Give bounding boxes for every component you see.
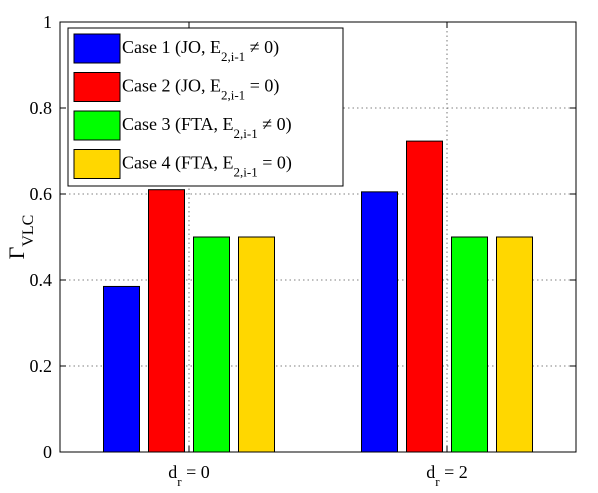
legend-swatch-case-3 bbox=[73, 110, 121, 141]
legend-swatch-case-4 bbox=[73, 149, 121, 179]
axes-frame bbox=[59, 21, 577, 453]
y-tick-label: 0.2 bbox=[30, 356, 53, 376]
y-tick-label: 1 bbox=[43, 12, 52, 32]
x-tick-label: dr = 0 bbox=[168, 462, 210, 489]
legend: Case 1 (JO, E2,i-1 ≠ 0) Case 2 (JO, E2,i-… bbox=[67, 27, 344, 187]
y-axis-label: ΓVLC bbox=[4, 215, 37, 260]
legend-label-case-2: Case 2 (JO, E2,i-1 = 0) bbox=[122, 76, 279, 103]
bar-case-1-cat-2 bbox=[361, 191, 398, 453]
axis-labels: 0 0.2 0.4 0.6 0.8 1 dr = 0 dr = 2 ΓVLC bbox=[4, 12, 468, 489]
bar-case-2-cat-1 bbox=[148, 189, 185, 453]
axis-ticks bbox=[60, 21, 576, 453]
y-tick-label: 0 bbox=[43, 442, 52, 462]
y-tick-label: 0.8 bbox=[30, 98, 53, 118]
x-tick-label: dr = 2 bbox=[426, 462, 468, 489]
bar-case-2-cat-2 bbox=[406, 140, 443, 453]
bars bbox=[103, 140, 533, 453]
legend-swatch-case-2 bbox=[73, 72, 121, 102]
y-tick-label: 0.4 bbox=[30, 270, 53, 290]
bar-case-3-cat-2 bbox=[451, 236, 488, 453]
y-tick-label: 0.6 bbox=[30, 184, 53, 204]
bar-case-4-cat-1 bbox=[238, 236, 275, 453]
bar-case-3-cat-1 bbox=[193, 236, 230, 453]
legend-label-case-3: Case 3 (FTA, E2,i-1 ≠ 0) bbox=[122, 114, 292, 141]
legend-label-case-4: Case 4 (FTA, E2,i-1 = 0) bbox=[122, 153, 292, 180]
bar-case-1-cat-1 bbox=[103, 285, 140, 453]
legend-label-case-1: Case 1 (JO, E2,i-1 ≠ 0) bbox=[122, 37, 279, 64]
bar-case-4-cat-2 bbox=[496, 236, 533, 453]
legend-swatch-case-1 bbox=[73, 33, 121, 64]
